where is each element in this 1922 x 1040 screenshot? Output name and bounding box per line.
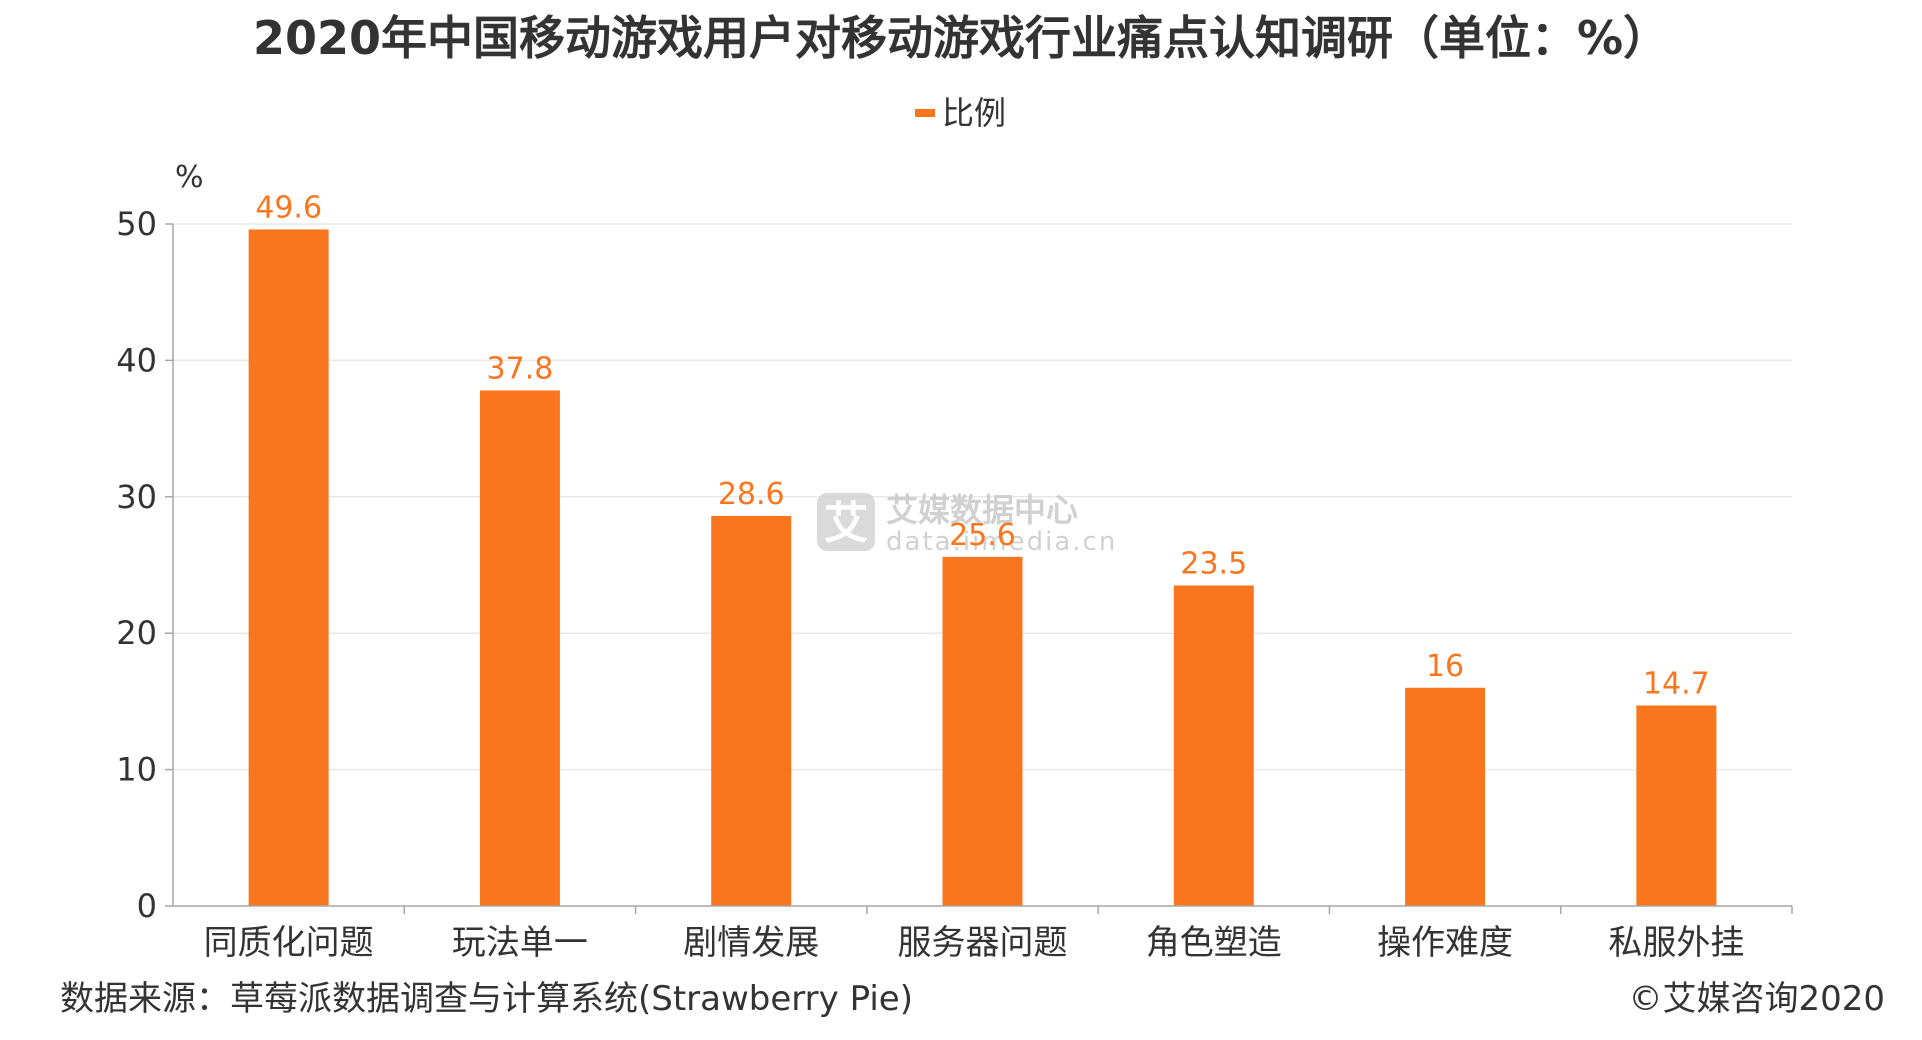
y-unit-label: % — [175, 160, 204, 195]
watermark-logo-char: 艾 — [824, 498, 868, 549]
bar — [1173, 585, 1254, 906]
copyright-note: ©艾媒咨询2020 — [1628, 979, 1885, 1019]
watermark: 艾 艾媒数据中心 data.iimedia.cn — [817, 491, 1117, 557]
bars — [248, 229, 1717, 907]
bar-value-label: 37.8 — [487, 351, 554, 386]
x-category-label: 服务器问题 — [898, 923, 1068, 963]
legend-label: 比例 — [942, 94, 1006, 132]
x-axis-labels: 同质化问题 玩法单一 剧情发展 服务器问题 角色塑造 操作难度 私服外挂 — [204, 906, 1793, 963]
y-tick-label: 10 — [116, 751, 157, 789]
source-note: 数据来源：草莓派数据调查与计算系统(Strawberry Pie) — [60, 979, 913, 1019]
bar — [942, 556, 1023, 906]
x-category-label: 剧情发展 — [683, 923, 819, 963]
x-category-label: 同质化问题 — [204, 923, 374, 963]
bar-value-label: 28.6 — [718, 477, 785, 512]
x-category-label: 操作难度 — [1377, 923, 1513, 963]
gridlines — [173, 223, 1792, 771]
legend-swatch — [915, 109, 935, 117]
y-tick-label: 30 — [116, 478, 157, 516]
watermark-url: data.iimedia.cn — [886, 527, 1117, 557]
bar — [248, 229, 329, 906]
x-category-label: 角色塑造 — [1146, 923, 1282, 963]
bar — [1636, 705, 1717, 906]
bar — [1405, 687, 1486, 906]
watermark-name: 艾媒数据中心 — [886, 491, 1078, 529]
bar-value-label: 16 — [1426, 649, 1464, 684]
watermark-logo-box — [817, 493, 875, 551]
bar-value-label: 49.6 — [255, 190, 322, 225]
bar-value-label: 14.7 — [1643, 666, 1710, 701]
x-category-label: 私服外挂 — [1608, 923, 1744, 963]
value-labels: 49.6 37.8 28.6 25.6 23.5 16 14.7 — [255, 190, 1710, 701]
bar — [479, 390, 560, 907]
x-category-label: 玩法单一 — [452, 923, 588, 963]
y-tick-label: 0 — [137, 887, 157, 925]
y-axis-ticks: 0 10 20 30 40 50 — [116, 205, 173, 925]
y-tick-label: 20 — [116, 614, 157, 652]
bar — [711, 515, 792, 906]
y-tick-label: 50 — [116, 205, 157, 243]
y-tick-label: 40 — [116, 341, 157, 379]
chart-title: 2020年中国移动游戏用户对移动游戏行业痛点认知调研（单位：%） — [253, 11, 1669, 65]
bar-value-label: 25.6 — [949, 518, 1016, 553]
legend: 比例 — [915, 94, 1006, 132]
bar-value-label: 23.5 — [1180, 546, 1247, 581]
